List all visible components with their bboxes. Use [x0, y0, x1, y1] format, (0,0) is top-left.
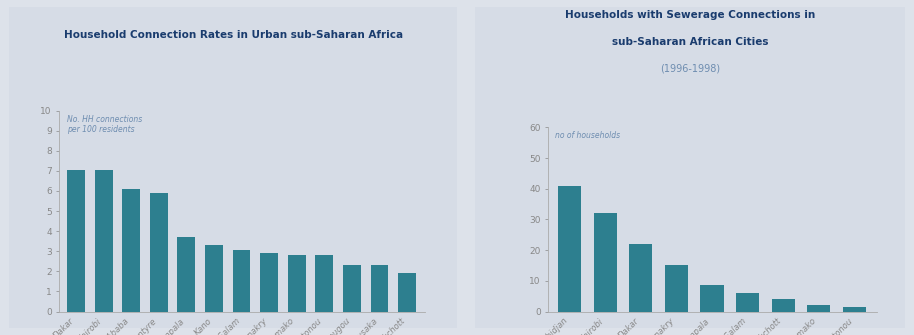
Bar [205, 245, 223, 312]
Bar [736, 293, 760, 312]
Bar [315, 255, 334, 312]
Bar [630, 244, 653, 312]
Bar [232, 250, 250, 312]
Bar [843, 307, 866, 312]
Bar [67, 170, 85, 312]
Bar [150, 193, 167, 312]
Bar [122, 189, 140, 312]
Bar [807, 306, 830, 312]
Bar [94, 170, 112, 312]
Bar [260, 253, 278, 312]
Bar [177, 237, 196, 312]
Bar [399, 273, 416, 312]
Bar [370, 265, 388, 312]
Bar [771, 299, 795, 312]
Bar [558, 186, 581, 312]
Text: sub-Saharan African Cities: sub-Saharan African Cities [611, 37, 769, 47]
Bar [594, 213, 617, 312]
Text: (1996-1998): (1996-1998) [660, 64, 720, 74]
Text: Household Connection Rates in Urban sub-Saharan Africa: Household Connection Rates in Urban sub-… [63, 30, 403, 40]
Text: no of households: no of households [555, 131, 620, 140]
Text: No. HH connections
per 100 residents: No. HH connections per 100 residents [67, 115, 142, 134]
Bar [700, 285, 724, 312]
Bar [288, 255, 305, 312]
Bar [664, 265, 688, 312]
Bar [343, 265, 361, 312]
Text: Households with Sewerage Connections in: Households with Sewerage Connections in [565, 10, 815, 20]
